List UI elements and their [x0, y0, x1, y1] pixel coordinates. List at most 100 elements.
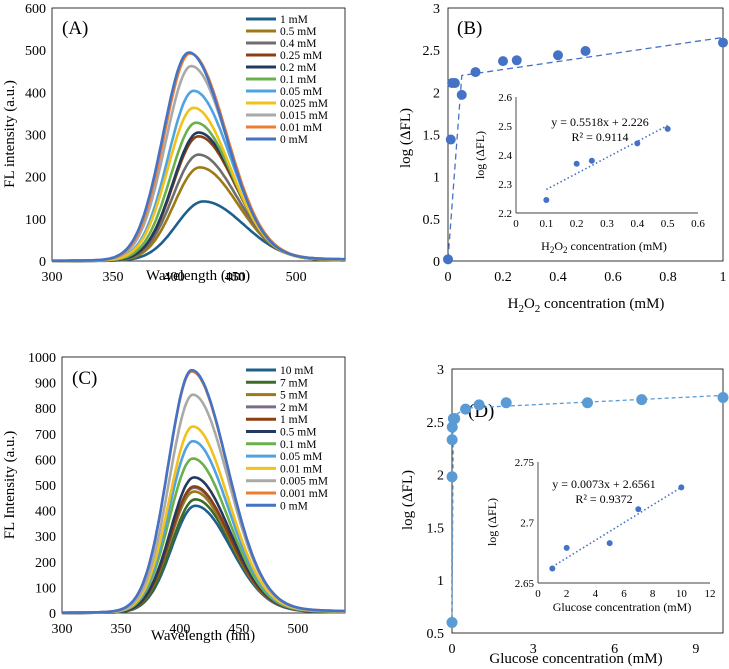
- panel-b: (B) 0 0.5 1 1.5 2 2.5 3 0 0.2 0.4 0.6 0.8 1 H2O2 co…: [398, 2, 728, 315]
- legend-entry: 7 mM: [280, 377, 308, 389]
- inset-y-tick-label: 2.7: [520, 518, 534, 530]
- legend-entry: 0.05 mM: [280, 451, 322, 463]
- inset-x-tick-label: 6: [621, 588, 627, 600]
- data-point: [446, 616, 458, 628]
- data-point: [445, 134, 456, 145]
- x-tick-label: 6: [611, 642, 618, 657]
- data-point: [500, 397, 512, 409]
- inset-trendline: [551, 486, 682, 568]
- data-point: [446, 421, 458, 433]
- inset-x-tick-label: 0.4: [630, 218, 644, 230]
- x-tick-label: 1: [720, 270, 727, 285]
- panel-a-label: (A): [62, 18, 88, 39]
- y-tick-label: 2: [437, 469, 444, 484]
- legend-entry: 0.001 mM: [280, 488, 328, 500]
- y-tick-label: 1: [437, 574, 444, 589]
- inset-x-tick-label: 0: [513, 218, 519, 230]
- legend-entry: 0.2 mM: [280, 62, 316, 74]
- panel-a-xlabel: Wavelength (nm): [146, 268, 250, 284]
- y-tick-label: 300: [35, 530, 56, 545]
- legend-entry: 0.1 mM: [280, 74, 316, 86]
- series-line: [51, 51, 345, 263]
- x-tick-label: 350: [103, 270, 124, 285]
- panel-d-inset: 2.65 2.7 2.75 0 2 4 6 8 10 12 y = 0.0073x + 2.65…: [480, 448, 716, 618]
- inset-x-tick-label: 8: [650, 588, 656, 600]
- inset-y-tick-label: 2.5: [498, 121, 512, 133]
- inset-y-tick-label: 2.2: [498, 208, 512, 220]
- data-point: [718, 37, 728, 48]
- panel-c: (C) 0 100 200 300 400 500 600 700 800 900 1000 300…: [2, 351, 346, 644]
- series-line: [52, 200, 345, 263]
- panel-b-label: (B): [457, 18, 482, 39]
- y-tick-label: 200: [35, 556, 56, 571]
- legend-entry: 0.01 mM: [280, 463, 322, 475]
- x-tick-label: 0: [445, 270, 452, 285]
- legend-entry: 0.01 mM: [280, 122, 322, 134]
- x-tick-label: 500: [286, 270, 307, 285]
- data-point: [582, 397, 593, 409]
- y-tick-label: 800: [35, 402, 56, 417]
- y-tick-label: 0.5: [427, 627, 445, 642]
- legend-entry: 0 mM: [280, 500, 308, 512]
- inset-x-tick-label: 0: [535, 588, 541, 600]
- y-tick-label: 100: [25, 213, 46, 228]
- inset-x-tick-label: 4: [593, 588, 599, 600]
- data-point: [446, 471, 458, 483]
- y-tick-label: 3: [437, 363, 444, 378]
- series-line: [52, 131, 345, 263]
- panel-c-xlabel: Wavelength (nm): [151, 628, 255, 644]
- panel-b-inset-r2: R² = 0.9114: [572, 130, 629, 144]
- legend-entry: 0.4 mM: [280, 38, 316, 50]
- y-tick-label: 400: [25, 86, 46, 101]
- y-tick-label: 500: [25, 44, 46, 59]
- inset-data-point: [634, 140, 641, 147]
- y-tick-label: 0: [39, 255, 46, 270]
- inset-data-point: [573, 160, 580, 167]
- panel-c-ylabel: FL Intensity (a.u.): [2, 431, 18, 540]
- legend-entry: 0.025 mM: [280, 98, 328, 110]
- data-point: [511, 55, 522, 66]
- panel-d-xlabel: Glucose concentration (mM): [489, 651, 662, 667]
- x-tick-label: 450: [225, 270, 246, 285]
- trend-dashed-line: [451, 394, 724, 623]
- x-tick-label: 0.2: [494, 270, 512, 285]
- data-point: [443, 254, 453, 265]
- panel-b-frame: [447, 7, 724, 262]
- data-point: [473, 399, 485, 411]
- x-tick-label: 300: [52, 622, 73, 637]
- y-tick-label: 2.5: [427, 416, 445, 431]
- panel-b-inset: 2.2 2.3 2.4 2.5 2.6 0 0.1 0.2 0.3 0.4 0.5 0.6 y = …: [473, 92, 705, 256]
- panel-d-inset-ylabel: log (ΔFL): [485, 498, 499, 546]
- y-tick-label: 2: [433, 86, 440, 101]
- legend-entry: 0.5 mM: [280, 427, 316, 439]
- inset-y-tick-label: 2.65: [515, 578, 535, 590]
- y-tick-label: 400: [35, 505, 56, 520]
- x-tick-label: 0.4: [549, 270, 567, 285]
- x-tick-label: 0.8: [659, 270, 677, 285]
- legend-entry: 0.5 mM: [280, 26, 316, 38]
- inset-x-tick-label: 10: [676, 588, 688, 600]
- x-tick-label: 500: [287, 622, 308, 637]
- data-point: [553, 50, 563, 61]
- inset-x-tick-label: 0.6: [691, 218, 705, 230]
- x-tick-label: 0.6: [604, 270, 622, 285]
- y-tick-label: 600: [25, 2, 46, 17]
- y-tick-label: 600: [35, 453, 56, 468]
- inset-data-point: [549, 565, 556, 572]
- inset-x-tick-label: 12: [705, 588, 716, 600]
- panel-c-frame: [61, 356, 346, 614]
- y-tick-label: 900: [35, 377, 56, 392]
- data-point: [449, 413, 461, 425]
- inset-x-tick-label: 0.3: [600, 218, 614, 230]
- legend-entry: 0.1 mM: [280, 439, 316, 451]
- panel-b-inset-ylabel: log (ΔFL): [473, 131, 487, 179]
- series-line: [62, 497, 345, 615]
- legend-entry: 0.05 mM: [280, 86, 322, 98]
- panel-d-inset-xlabel: Glucose concentration (mM): [553, 600, 692, 614]
- inset-y-tick-label: 2.4: [498, 150, 512, 162]
- y-tick-label: 300: [25, 129, 46, 144]
- panel-d-inset-equation: y = 0.0073x + 2.6561: [552, 477, 656, 491]
- x-tick-label: 0: [449, 642, 456, 657]
